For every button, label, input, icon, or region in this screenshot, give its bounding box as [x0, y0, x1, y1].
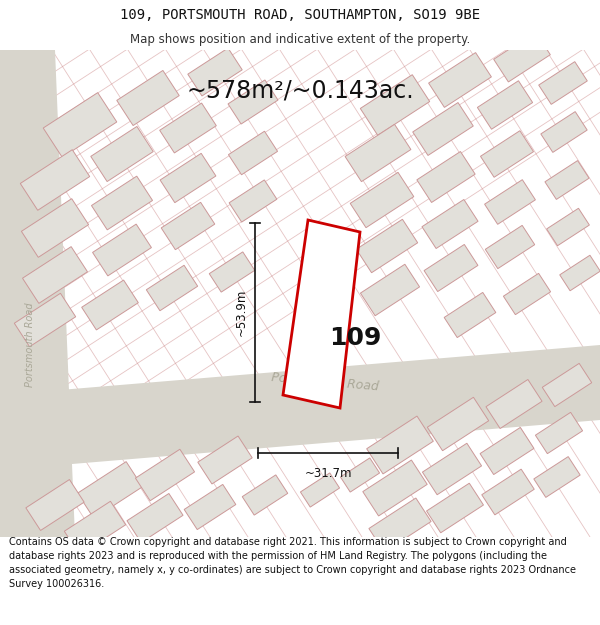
Polygon shape: [428, 52, 491, 107]
Text: Portsmouth Road: Portsmouth Road: [271, 371, 379, 393]
Polygon shape: [560, 255, 600, 291]
Text: ~578m²/~0.143ac.: ~578m²/~0.143ac.: [186, 78, 414, 102]
Polygon shape: [542, 363, 592, 407]
Text: ~31.7m: ~31.7m: [304, 467, 352, 480]
Polygon shape: [427, 483, 484, 532]
Text: 109, PORTSMOUTH ROAD, SOUTHAMPTON, SO19 9BE: 109, PORTSMOUTH ROAD, SOUTHAMPTON, SO19 …: [120, 8, 480, 22]
Polygon shape: [146, 265, 197, 311]
Polygon shape: [547, 208, 589, 246]
Polygon shape: [92, 224, 151, 276]
Polygon shape: [127, 494, 183, 542]
Polygon shape: [485, 226, 535, 269]
Polygon shape: [486, 379, 542, 429]
Text: Map shows position and indicative extent of the property.: Map shows position and indicative extent…: [130, 32, 470, 46]
Polygon shape: [422, 199, 478, 249]
Polygon shape: [22, 199, 89, 258]
Polygon shape: [228, 80, 278, 124]
Polygon shape: [77, 462, 142, 518]
Polygon shape: [229, 180, 277, 222]
Polygon shape: [345, 124, 411, 182]
Polygon shape: [82, 280, 139, 330]
Polygon shape: [283, 220, 360, 408]
Polygon shape: [160, 153, 216, 202]
Polygon shape: [91, 176, 152, 230]
Polygon shape: [503, 273, 551, 314]
Polygon shape: [360, 75, 430, 135]
Polygon shape: [424, 244, 478, 291]
Polygon shape: [23, 247, 88, 303]
Polygon shape: [91, 126, 153, 181]
Polygon shape: [0, 395, 135, 460]
Polygon shape: [541, 112, 587, 152]
Polygon shape: [535, 412, 583, 454]
Polygon shape: [209, 252, 255, 292]
Polygon shape: [160, 103, 217, 153]
Polygon shape: [229, 131, 278, 175]
Polygon shape: [242, 475, 288, 515]
Polygon shape: [369, 498, 431, 552]
Polygon shape: [184, 484, 236, 529]
Polygon shape: [485, 179, 535, 224]
Polygon shape: [136, 449, 194, 501]
Polygon shape: [20, 150, 90, 210]
Polygon shape: [417, 151, 475, 202]
Polygon shape: [43, 92, 117, 158]
Polygon shape: [301, 473, 340, 507]
Polygon shape: [363, 460, 427, 516]
Polygon shape: [545, 161, 589, 199]
Polygon shape: [427, 398, 488, 451]
Polygon shape: [14, 293, 76, 347]
Polygon shape: [340, 458, 380, 492]
Polygon shape: [444, 292, 496, 338]
Polygon shape: [350, 173, 414, 228]
Text: Contains OS data © Crown copyright and database right 2021. This information is : Contains OS data © Crown copyright and d…: [9, 537, 576, 589]
Text: ~53.9m: ~53.9m: [235, 289, 248, 336]
Polygon shape: [422, 443, 482, 495]
Polygon shape: [0, 50, 75, 537]
Polygon shape: [198, 436, 252, 484]
Polygon shape: [356, 219, 418, 272]
Polygon shape: [482, 469, 534, 515]
Polygon shape: [481, 131, 533, 178]
Text: Portsmouth Road: Portsmouth Road: [25, 302, 35, 388]
Polygon shape: [161, 202, 215, 250]
Polygon shape: [534, 457, 580, 498]
Polygon shape: [494, 32, 550, 82]
Polygon shape: [361, 264, 419, 316]
Polygon shape: [480, 428, 534, 474]
Polygon shape: [0, 345, 600, 470]
Polygon shape: [64, 501, 125, 555]
Polygon shape: [26, 479, 84, 531]
Polygon shape: [367, 416, 433, 474]
Polygon shape: [539, 62, 587, 104]
Polygon shape: [478, 81, 533, 129]
Polygon shape: [188, 48, 242, 96]
Text: 109: 109: [329, 326, 381, 350]
Polygon shape: [413, 102, 473, 156]
Polygon shape: [117, 71, 179, 126]
